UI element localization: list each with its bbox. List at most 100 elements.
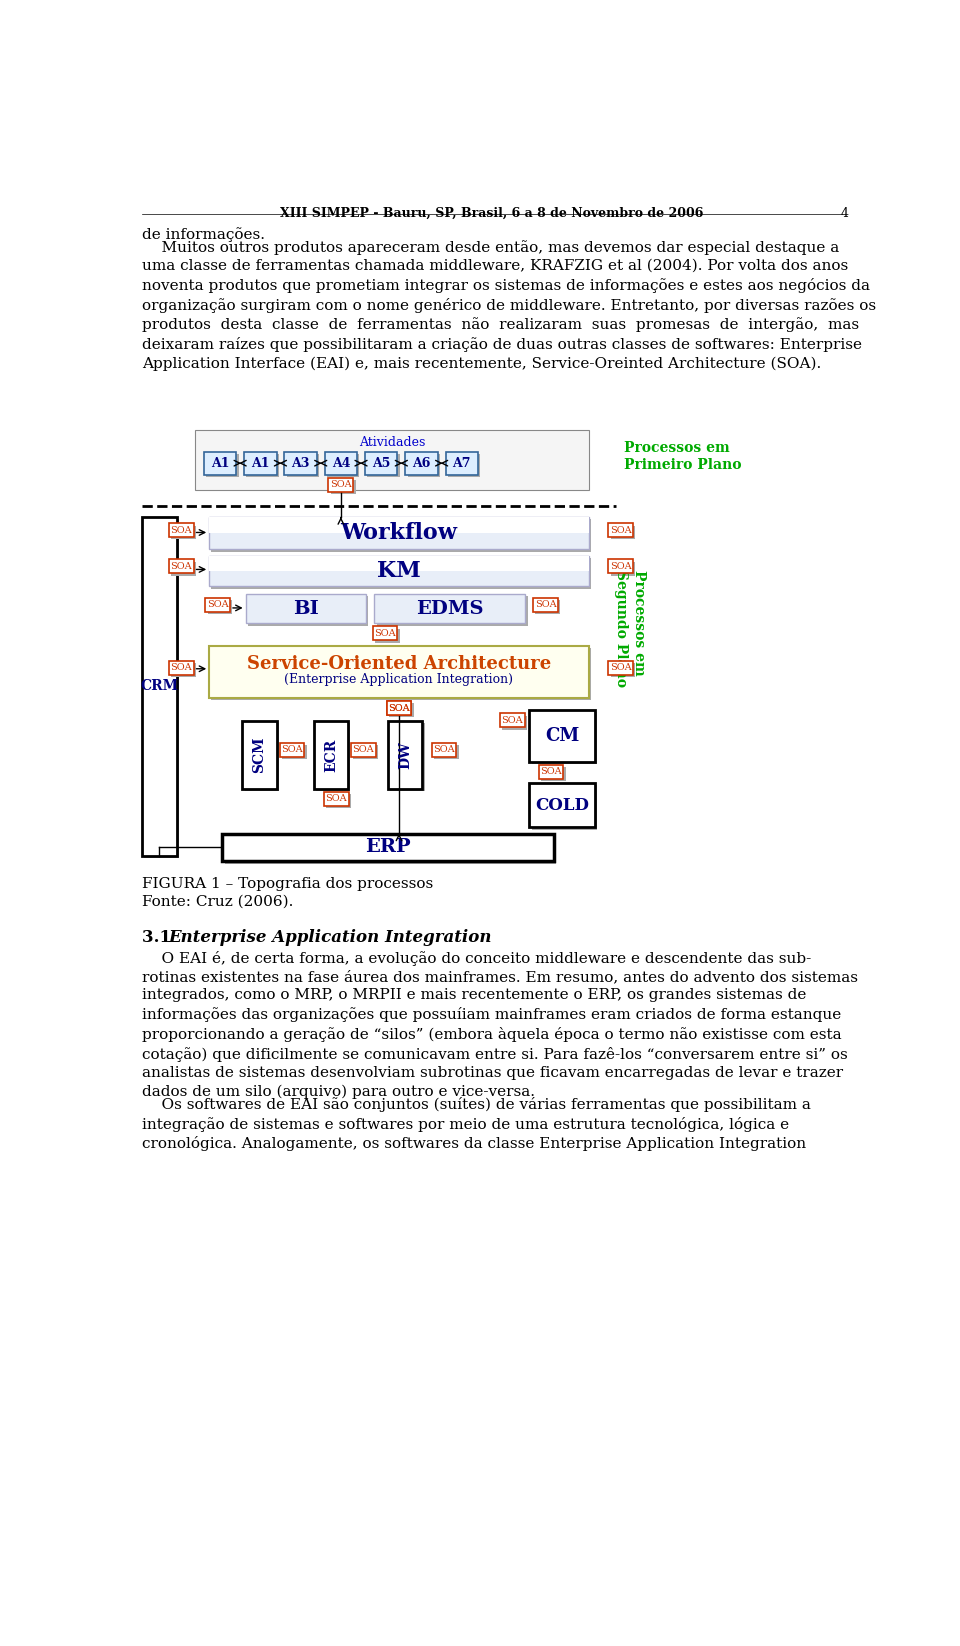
Text: XIII SIMPEP - Bauru, SP, Brasil, 6 a 8 de Novembro de 2006: XIII SIMPEP - Bauru, SP, Brasil, 6 a 8 d… bbox=[280, 207, 704, 221]
Text: Processos em
Primeiro Plano: Processos em Primeiro Plano bbox=[624, 441, 741, 472]
FancyBboxPatch shape bbox=[533, 597, 558, 612]
Text: Muitos outros produtos apareceram desde então, mas devemos dar especial destaque: Muitos outros produtos apareceram desde … bbox=[142, 240, 876, 370]
FancyBboxPatch shape bbox=[365, 451, 397, 474]
FancyBboxPatch shape bbox=[387, 701, 412, 714]
FancyBboxPatch shape bbox=[328, 477, 353, 492]
Text: SOA: SOA bbox=[171, 561, 192, 571]
FancyBboxPatch shape bbox=[211, 649, 591, 700]
FancyBboxPatch shape bbox=[169, 523, 194, 537]
Text: EDMS: EDMS bbox=[416, 599, 484, 617]
FancyBboxPatch shape bbox=[247, 454, 278, 477]
Text: SCM: SCM bbox=[252, 737, 267, 774]
Text: (Enterprise Application Integration): (Enterprise Application Integration) bbox=[284, 673, 514, 686]
Text: Service-Oriented Architecture: Service-Oriented Architecture bbox=[247, 655, 551, 673]
Text: Enterprise Application Integration: Enterprise Application Integration bbox=[168, 928, 492, 946]
FancyBboxPatch shape bbox=[204, 451, 236, 474]
Text: SOA: SOA bbox=[540, 767, 562, 777]
Text: COLD: COLD bbox=[535, 797, 589, 813]
FancyBboxPatch shape bbox=[611, 525, 636, 540]
FancyBboxPatch shape bbox=[609, 560, 633, 573]
FancyBboxPatch shape bbox=[434, 746, 459, 759]
Text: O EAI é, de certa forma, a evolução do conceito middleware e descendente das sub: O EAI é, de certa forma, a evolução do c… bbox=[142, 951, 857, 1100]
FancyBboxPatch shape bbox=[245, 724, 278, 792]
FancyBboxPatch shape bbox=[387, 701, 412, 714]
Text: A1: A1 bbox=[211, 456, 229, 469]
Text: SOA: SOA bbox=[388, 703, 410, 713]
Text: SOA: SOA bbox=[501, 716, 523, 724]
FancyBboxPatch shape bbox=[244, 451, 276, 474]
FancyBboxPatch shape bbox=[408, 454, 440, 477]
Text: KM: KM bbox=[377, 560, 420, 583]
FancyBboxPatch shape bbox=[611, 663, 636, 677]
FancyBboxPatch shape bbox=[529, 709, 595, 762]
FancyBboxPatch shape bbox=[225, 836, 557, 864]
FancyBboxPatch shape bbox=[209, 517, 588, 550]
FancyBboxPatch shape bbox=[171, 525, 196, 540]
Text: SOA: SOA bbox=[206, 601, 228, 609]
Text: DW: DW bbox=[398, 741, 412, 769]
Text: de informações.: de informações. bbox=[142, 227, 265, 242]
FancyBboxPatch shape bbox=[223, 833, 554, 861]
Text: SOA: SOA bbox=[325, 795, 347, 803]
FancyBboxPatch shape bbox=[324, 792, 348, 807]
FancyBboxPatch shape bbox=[195, 430, 588, 491]
FancyBboxPatch shape bbox=[206, 454, 239, 477]
Text: BI: BI bbox=[293, 599, 319, 617]
FancyBboxPatch shape bbox=[144, 520, 179, 858]
FancyBboxPatch shape bbox=[502, 716, 527, 729]
FancyBboxPatch shape bbox=[389, 703, 414, 718]
Text: SOA: SOA bbox=[352, 746, 374, 754]
FancyBboxPatch shape bbox=[529, 783, 595, 828]
FancyBboxPatch shape bbox=[532, 785, 597, 830]
Text: Fonte: Cruz (2006).: Fonte: Cruz (2006). bbox=[142, 894, 293, 909]
FancyBboxPatch shape bbox=[539, 765, 564, 779]
FancyBboxPatch shape bbox=[372, 627, 397, 640]
Text: SOA: SOA bbox=[535, 601, 556, 609]
FancyBboxPatch shape bbox=[211, 558, 591, 589]
FancyBboxPatch shape bbox=[209, 645, 588, 698]
FancyBboxPatch shape bbox=[540, 767, 565, 782]
Text: CM: CM bbox=[545, 728, 579, 744]
Text: FIGURA 1 – Topografia dos processos: FIGURA 1 – Topografia dos processos bbox=[142, 877, 433, 890]
FancyBboxPatch shape bbox=[388, 721, 422, 788]
Text: CRM: CRM bbox=[140, 680, 179, 693]
FancyBboxPatch shape bbox=[246, 594, 366, 624]
FancyBboxPatch shape bbox=[142, 517, 177, 856]
Text: SOA: SOA bbox=[610, 663, 632, 673]
FancyBboxPatch shape bbox=[324, 451, 357, 474]
FancyBboxPatch shape bbox=[447, 454, 480, 477]
Text: A5: A5 bbox=[372, 456, 391, 469]
FancyBboxPatch shape bbox=[611, 561, 636, 576]
FancyBboxPatch shape bbox=[211, 520, 591, 551]
FancyBboxPatch shape bbox=[209, 556, 588, 586]
Text: 3.1: 3.1 bbox=[142, 928, 177, 946]
FancyBboxPatch shape bbox=[171, 663, 196, 677]
FancyBboxPatch shape bbox=[391, 724, 424, 792]
Text: Processos em
Segundo Plano: Processos em Segundo Plano bbox=[614, 570, 646, 688]
FancyBboxPatch shape bbox=[314, 721, 348, 788]
Text: SOA: SOA bbox=[171, 663, 192, 673]
FancyBboxPatch shape bbox=[209, 556, 588, 571]
FancyBboxPatch shape bbox=[445, 451, 478, 474]
FancyBboxPatch shape bbox=[368, 454, 399, 477]
FancyBboxPatch shape bbox=[609, 662, 633, 675]
FancyBboxPatch shape bbox=[326, 795, 351, 808]
Text: SOA: SOA bbox=[330, 481, 351, 489]
FancyBboxPatch shape bbox=[375, 629, 399, 642]
FancyBboxPatch shape bbox=[169, 662, 194, 675]
Text: A7: A7 bbox=[452, 456, 471, 469]
FancyBboxPatch shape bbox=[374, 594, 525, 624]
FancyBboxPatch shape bbox=[331, 481, 355, 494]
FancyBboxPatch shape bbox=[353, 746, 378, 759]
Text: A4: A4 bbox=[331, 456, 350, 469]
Text: A1: A1 bbox=[251, 456, 270, 469]
Text: SOA: SOA bbox=[610, 561, 632, 571]
FancyBboxPatch shape bbox=[532, 711, 597, 764]
Text: SOA: SOA bbox=[281, 746, 302, 754]
FancyBboxPatch shape bbox=[282, 746, 307, 759]
Text: Os softwares de EAI são conjuntos (suítes) de várias ferramentas que possibilita: Os softwares de EAI são conjuntos (suíte… bbox=[142, 1096, 810, 1152]
Text: SOA: SOA bbox=[610, 525, 632, 535]
FancyBboxPatch shape bbox=[316, 724, 350, 792]
Text: Workflow: Workflow bbox=[341, 522, 458, 545]
FancyBboxPatch shape bbox=[205, 597, 230, 612]
